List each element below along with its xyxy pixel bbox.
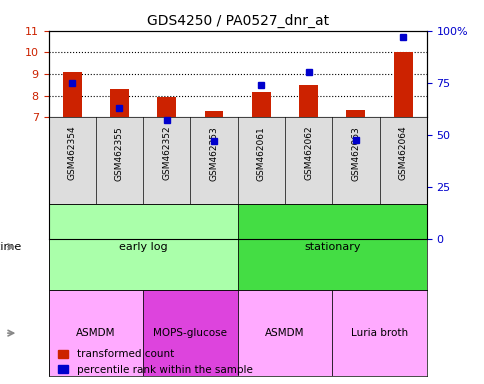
FancyBboxPatch shape [332, 290, 426, 376]
Bar [62, 130, 81, 239]
Bar [346, 221, 364, 239]
Bar [251, 179, 270, 239]
Text: GSM462355: GSM462355 [115, 126, 124, 180]
Title: GDS4250 / PA0527_dnr_at: GDS4250 / PA0527_dnr_at [146, 14, 328, 28]
Text: GSM462061: GSM462061 [256, 126, 265, 180]
Text: GSM462063: GSM462063 [350, 126, 360, 180]
Text: ASMDM: ASMDM [76, 328, 115, 338]
Bar [299, 161, 318, 239]
Text: time: time [0, 242, 25, 252]
Text: GSM462352: GSM462352 [162, 126, 171, 180]
Text: GSM462353: GSM462353 [209, 126, 218, 180]
Text: early log: early log [119, 242, 167, 252]
Bar [393, 83, 412, 239]
Text: GSM462064: GSM462064 [398, 126, 407, 180]
Text: MOPS-glucose: MOPS-glucose [153, 328, 227, 338]
Text: ASMDM: ASMDM [265, 328, 304, 338]
Text: Luria broth: Luria broth [350, 328, 407, 338]
Bar [110, 172, 129, 239]
FancyBboxPatch shape [237, 204, 426, 290]
FancyBboxPatch shape [237, 290, 332, 376]
Bar [204, 223, 223, 239]
Legend: transformed count, percentile rank within the sample: transformed count, percentile rank withi… [54, 345, 256, 379]
Text: stationary: stationary [303, 242, 360, 252]
Text: GSM462354: GSM462354 [67, 126, 76, 180]
FancyBboxPatch shape [48, 204, 237, 290]
Text: GSM462062: GSM462062 [303, 126, 313, 180]
Bar [157, 190, 176, 239]
FancyBboxPatch shape [143, 290, 237, 376]
FancyBboxPatch shape [48, 290, 143, 376]
